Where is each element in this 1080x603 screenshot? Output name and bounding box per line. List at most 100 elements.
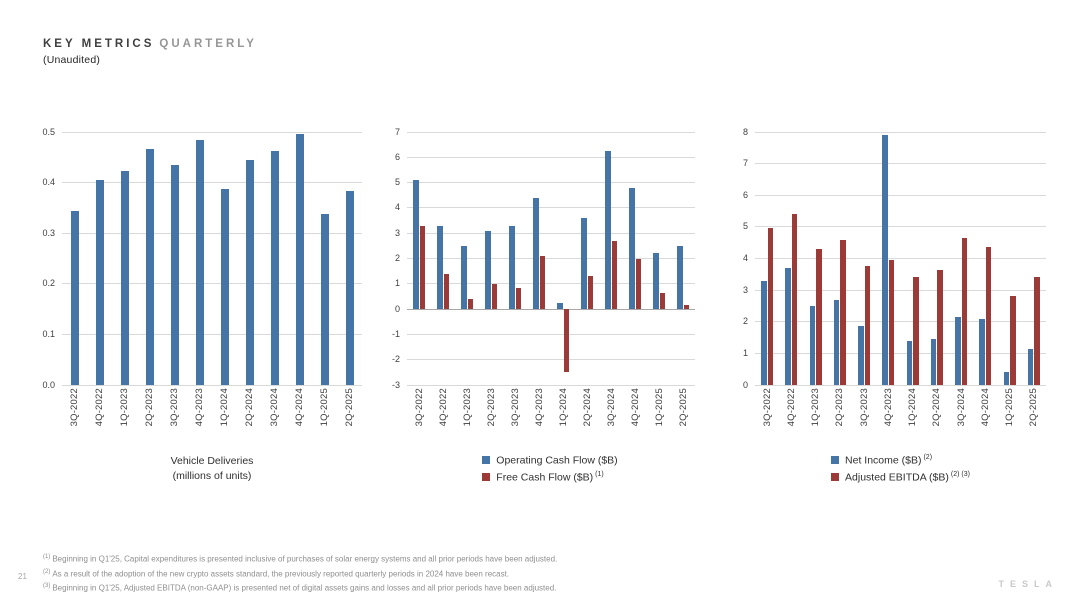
x-axis-slot: 1Q-2025 — [312, 388, 337, 448]
bar-adjusted-ebitda — [767, 228, 774, 385]
page-title-primary: KEY METRICS — [43, 38, 155, 50]
x-axis-slot: 2Q-2023 — [828, 388, 852, 448]
x-axis-slot: 4Q-2022 — [779, 388, 803, 448]
x-axis-tick-label: 2Q-2023 — [485, 388, 497, 427]
bar-adjusted-ebitda — [937, 269, 943, 385]
x-axis-labels: 3Q-2022 4Q-2022 1Q-2023 2Q-2023 3Q-2023 4Q-20… — [407, 388, 695, 448]
x-axis-slot: 1Q-2024 — [551, 388, 575, 448]
x-axis-tick-label: 2Q-2025 — [344, 388, 355, 427]
x-axis-slot: 3Q-2024 — [262, 388, 287, 448]
bar-free-cash-flow — [419, 225, 425, 310]
y-axis-tick-label: 1 — [394, 278, 400, 289]
bar-free-cash-flow — [611, 240, 617, 310]
y-axis-tick-label: 5 — [742, 221, 748, 232]
plot-area — [407, 131, 695, 386]
bar-operating-cash-flow — [677, 245, 683, 310]
page-subtitle: (Unaudited) — [43, 54, 101, 66]
x-axis-tick-label: 4Q-2023 — [882, 388, 894, 427]
y-axis-tick-label: 0.4 — [42, 177, 55, 188]
bar-operating-cash-flow — [413, 180, 419, 310]
x-axis-tick-label: 1Q-2024 — [907, 388, 919, 427]
bar-net-income — [906, 340, 913, 385]
chart-legend: Vehicle Deliveries (millions of units) — [62, 454, 362, 484]
page-title: KEY METRICS QUARTERLY — [43, 38, 257, 50]
bar-free-cash-flow — [491, 283, 497, 310]
bar-adjusted-ebitda — [961, 237, 968, 385]
bar-adjusted-ebitda — [1010, 296, 1016, 385]
gridline — [755, 321, 1046, 323]
gridline — [407, 384, 695, 386]
x-axis-tick-label: 4Q-2022 — [94, 388, 105, 427]
bar-free-cash-flow — [683, 305, 689, 310]
x-axis-slot: 3Q-2023 — [852, 388, 876, 448]
bar-operating-cash-flow — [605, 150, 611, 310]
y-axis: 0 1 2 3 4 5 6 7 8 — [729, 127, 755, 390]
x-axis-slot: 2Q-2025 — [1022, 388, 1046, 448]
x-axis-slot: 4Q-2024 — [623, 388, 647, 448]
gridline — [755, 131, 1046, 133]
x-axis-tick-label: 1Q-2025 — [1004, 388, 1016, 427]
x-axis-tick-label: 4Q-2024 — [294, 388, 305, 427]
gridline — [407, 258, 695, 259]
vehicle-deliveries-chart: 0.0 0.1 0.2 0.3 0.4 0.5 3Q-2022 4Q-2022 1Q-2023… — [36, 127, 362, 484]
page-title-secondary: QUARTERLY — [159, 38, 257, 50]
x-axis-slot: 3Q-2023 — [162, 388, 187, 448]
chart-legend: Operating Cash Flow ($B) Free Cash Flow … — [456, 454, 619, 483]
legend-swatch-red — [831, 472, 840, 481]
bar-adjusted-ebitda — [913, 277, 919, 385]
x-axis-slot: 2Q-2023 — [479, 388, 503, 448]
gridline — [755, 258, 1046, 259]
x-axis-slot: 2Q-2024 — [925, 388, 949, 448]
x-axis-slot: 2Q-2024 — [575, 388, 599, 448]
x-axis-slot: 3Q-2022 — [62, 388, 87, 448]
y-axis-tick-label: 7 — [394, 126, 400, 137]
bar-adjusted-ebitda — [816, 249, 822, 385]
footnote-2: (2) As a result of the adoption of the ne… — [43, 568, 510, 579]
x-axis-slot: 4Q-2023 — [527, 388, 551, 448]
y-axis-tick-label: 7 — [742, 158, 748, 169]
x-axis-slot: 2Q-2025 — [671, 388, 695, 448]
bar-free-cash-flow — [659, 292, 665, 310]
bar-vehicle-deliveries — [320, 214, 329, 385]
x-axis-slot: 1Q-2023 — [455, 388, 479, 448]
x-axis-slot: 1Q-2025 — [998, 388, 1022, 448]
x-axis-tick-label: 1Q-2023 — [461, 388, 473, 427]
bar-free-cash-flow — [443, 273, 449, 310]
gridline — [407, 359, 695, 361]
bar-net-income — [930, 339, 937, 385]
x-axis-slot: 3Q-2022 — [407, 388, 431, 448]
x-axis-tick-label: 3Q-2023 — [858, 388, 870, 427]
bar-adjusted-ebitda — [791, 214, 798, 385]
legend-label: Free Cash Flow ($B) (1) — [496, 470, 604, 484]
bar-vehicle-deliveries — [345, 190, 354, 385]
y-axis-tick-label: 0 — [394, 303, 400, 314]
legend-label: Net Income ($B) (2) — [845, 454, 933, 467]
x-axis-tick-label: 3Q-2023 — [169, 388, 180, 427]
legend-label: Adjusted EBITDA ($B) (2) (3) — [845, 470, 970, 484]
legend-swatch-red — [482, 472, 491, 481]
x-axis-slot: 4Q-2022 — [431, 388, 455, 448]
y-axis-tick-label: 3 — [394, 227, 400, 238]
bar-net-income — [955, 317, 961, 385]
y-axis-tick-label: 1 — [742, 347, 748, 358]
bar-operating-cash-flow — [461, 245, 467, 310]
bar-operating-cash-flow — [557, 302, 563, 310]
gridline — [755, 226, 1046, 228]
chart-legend: Net Income ($B) (2) Adjusted EBITDA ($B)(… — [805, 454, 970, 483]
x-axis-slot: 1Q-2025 — [647, 388, 671, 448]
x-axis-slot: 2Q-2024 — [237, 388, 262, 448]
plot-area — [62, 131, 362, 386]
x-axis-slot: 3Q-2024 — [599, 388, 623, 448]
gridline — [407, 182, 695, 184]
gridline — [62, 131, 362, 133]
bar-operating-cash-flow — [485, 230, 491, 310]
x-axis-slot: 4Q-2024 — [973, 388, 997, 448]
x-axis-tick-label: 2Q-2024 — [931, 388, 943, 427]
footnotes: (1) Beginning in Q1'25, Capital expenditu… — [43, 551, 557, 595]
bar-net-income — [809, 305, 816, 385]
bar-operating-cash-flow — [509, 225, 515, 310]
bar-net-income — [785, 267, 791, 385]
x-axis-tick-label: 3Q-2022 — [69, 388, 80, 427]
bar-net-income — [1003, 372, 1010, 385]
